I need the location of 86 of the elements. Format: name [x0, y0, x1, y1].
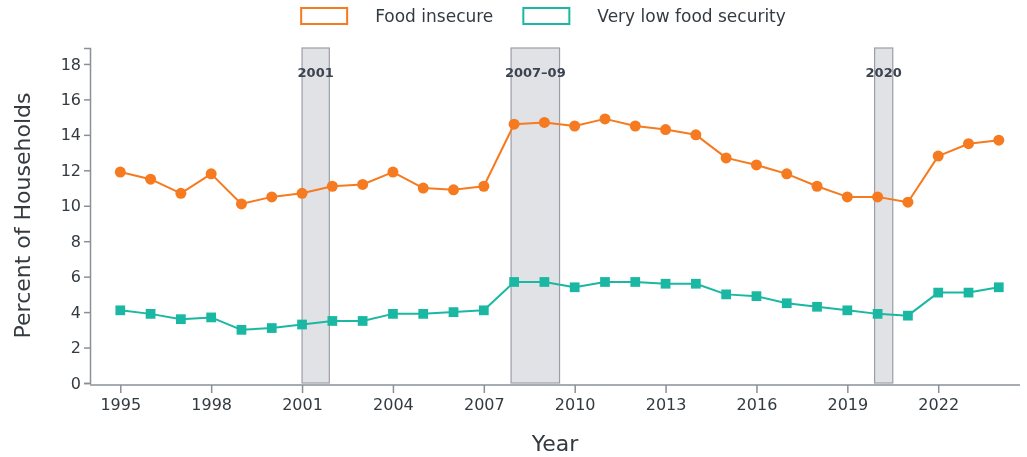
point [569, 120, 581, 132]
point [205, 168, 217, 180]
point [296, 187, 308, 199]
point [327, 316, 338, 326]
point [417, 182, 429, 194]
y-tick-label: 10 [60, 196, 81, 216]
point [841, 191, 853, 203]
y-tick-label: 8 [70, 231, 81, 251]
x-tick-label: 2022 [918, 395, 960, 415]
x-tick-label: 2016 [736, 395, 778, 415]
point [357, 316, 368, 326]
point [932, 150, 944, 162]
y-tick-label: 16 [60, 90, 81, 110]
point [872, 191, 884, 203]
point [812, 301, 822, 312]
point [781, 298, 792, 309]
x-tick-label: 1998 [191, 395, 233, 415]
point [993, 134, 1005, 146]
point [478, 305, 489, 316]
band-label: 2020 [865, 65, 902, 80]
point [690, 278, 701, 289]
point [811, 180, 823, 192]
point [176, 314, 186, 325]
y-tick-label: 6 [70, 267, 81, 287]
legend-label: Very low food security [597, 6, 786, 26]
point [750, 159, 762, 171]
x-tick-label: 1995 [100, 395, 142, 415]
y-tick-label: 4 [70, 302, 81, 322]
point [569, 282, 580, 293]
point [448, 307, 459, 317]
point [235, 198, 247, 210]
x-tick-label: 2007 [463, 395, 505, 415]
point [538, 116, 550, 128]
point [114, 166, 126, 178]
point [903, 310, 913, 321]
point [629, 120, 641, 132]
point [266, 323, 277, 333]
x-tick-label: 2013 [645, 395, 687, 415]
point [751, 291, 762, 302]
x-tick-label: 2010 [554, 395, 596, 415]
band-label: 2007–09 [504, 65, 566, 80]
y-tick-label: 2 [70, 338, 81, 358]
x-tick-label: 2019 [827, 395, 869, 415]
point [599, 113, 611, 125]
point [721, 289, 732, 300]
band-label: 2001 [297, 65, 334, 80]
point [781, 168, 793, 180]
x-tick-label: 2001 [282, 395, 323, 415]
point [600, 277, 610, 287]
point [660, 124, 672, 136]
point [539, 277, 550, 287]
point [630, 277, 641, 287]
point [357, 178, 369, 190]
point [933, 287, 944, 298]
x-tick-label: 2004 [373, 395, 414, 415]
point [115, 305, 126, 316]
point [326, 180, 338, 192]
point [387, 166, 399, 178]
y-tick-label: 12 [60, 160, 81, 180]
point [993, 282, 1004, 293]
point [872, 309, 883, 319]
point [297, 319, 307, 330]
point [690, 129, 702, 141]
point [266, 191, 278, 203]
point [660, 278, 671, 289]
point [902, 196, 914, 208]
y-tick-label: 18 [60, 54, 81, 74]
point [388, 309, 398, 319]
y-tick-label: 14 [60, 125, 81, 145]
y-tick-label: 0 [70, 373, 81, 393]
point [963, 138, 974, 150]
point [145, 309, 156, 319]
point [418, 309, 429, 319]
point [206, 312, 217, 323]
point [448, 184, 460, 196]
point [145, 173, 157, 185]
point [509, 277, 519, 287]
point [842, 305, 853, 316]
point [236, 324, 247, 335]
point [175, 187, 187, 199]
point [478, 180, 490, 192]
x-axis-title: Year [530, 431, 580, 456]
y-axis-title: Percent of Households [10, 92, 35, 339]
point [508, 118, 520, 130]
point [720, 152, 732, 164]
legend-label: Food insecure [375, 6, 494, 26]
